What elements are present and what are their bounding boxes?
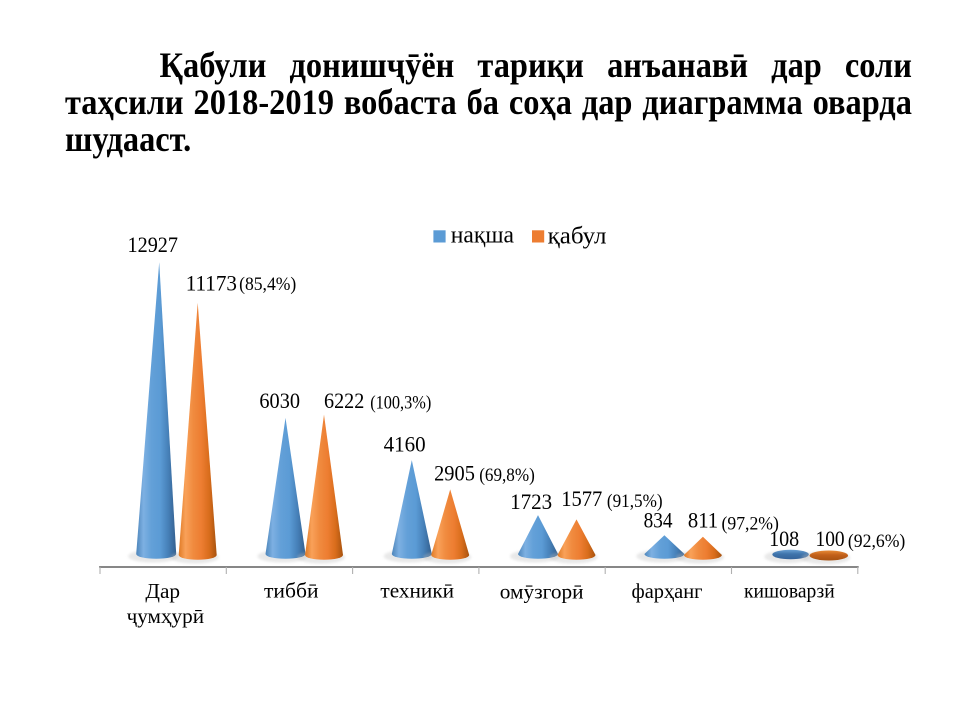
svg-text:ҷумҳурӣ: ҷумҳурӣ — [127, 604, 205, 628]
svg-text:қабул: қабул — [548, 224, 607, 250]
svg-text:12927: 12927 — [128, 232, 179, 257]
svg-text:(91,5%): (91,5%) — [607, 491, 663, 512]
svg-text:(100,3%): (100,3%) — [370, 393, 431, 414]
svg-text:Дар: Дар — [145, 579, 180, 603]
svg-text:100: 100 — [816, 526, 845, 551]
svg-text:108: 108 — [769, 526, 799, 551]
svg-text:нақша: нақша — [451, 223, 515, 249]
svg-text:1577: 1577 — [561, 486, 602, 511]
svg-text:6030: 6030 — [259, 388, 300, 413]
svg-text:фарҳанг: фарҳанг — [632, 579, 703, 603]
svg-text:6222: 6222 — [324, 388, 364, 413]
svg-text:(97,2%): (97,2%) — [722, 514, 779, 535]
svg-text:834: 834 — [644, 508, 673, 533]
svg-text:техникӣ: техникӣ — [380, 579, 454, 603]
svg-text:4160: 4160 — [384, 432, 426, 457]
svg-text:811: 811 — [688, 508, 718, 533]
svg-text:кишоварзӣ: кишоварзӣ — [744, 579, 835, 603]
svg-text:(69,8%): (69,8%) — [479, 465, 535, 486]
svg-text:2905: 2905 — [434, 460, 475, 485]
svg-text:(85,4%): (85,4%) — [239, 274, 296, 295]
svg-text:(92,6%): (92,6%) — [848, 531, 905, 552]
svg-text:11173: 11173 — [186, 270, 237, 295]
svg-text:тиббӣ: тиббӣ — [264, 579, 319, 603]
svg-text:1723: 1723 — [510, 489, 552, 514]
svg-text:омӯзгорӣ: омӯзгорӣ — [500, 580, 584, 604]
